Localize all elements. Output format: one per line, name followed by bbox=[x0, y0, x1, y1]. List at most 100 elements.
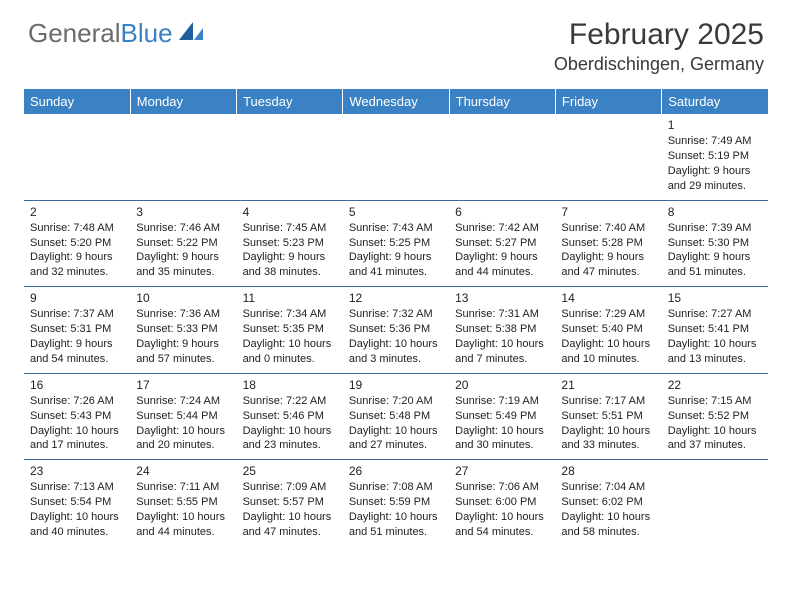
daylight-text: Daylight: 10 hours and 37 minutes. bbox=[668, 424, 762, 454]
weekday-header: Tuesday bbox=[237, 89, 343, 114]
daylight-text: Daylight: 10 hours and 27 minutes. bbox=[349, 424, 443, 454]
sunrise-text: Sunrise: 7:26 AM bbox=[30, 394, 124, 409]
sunset-text: Sunset: 5:31 PM bbox=[30, 322, 124, 337]
day-number: 3 bbox=[136, 204, 230, 220]
sunrise-text: Sunrise: 7:37 AM bbox=[30, 307, 124, 322]
sunrise-text: Sunrise: 7:17 AM bbox=[561, 394, 655, 409]
location-label: Oberdischingen, Germany bbox=[554, 54, 764, 75]
daylight-text: Daylight: 10 hours and 7 minutes. bbox=[455, 337, 549, 367]
daylight-text: Daylight: 9 hours and 41 minutes. bbox=[349, 250, 443, 280]
daylight-text: Daylight: 10 hours and 44 minutes. bbox=[136, 510, 230, 540]
calendar-cell: 21Sunrise: 7:17 AMSunset: 5:51 PMDayligh… bbox=[555, 373, 661, 460]
calendar-cell: 2Sunrise: 7:48 AMSunset: 5:20 PMDaylight… bbox=[24, 200, 130, 287]
calendar-cell: 23Sunrise: 7:13 AMSunset: 5:54 PMDayligh… bbox=[24, 460, 130, 546]
sunset-text: Sunset: 5:20 PM bbox=[30, 236, 124, 251]
calendar-cell: 14Sunrise: 7:29 AMSunset: 5:40 PMDayligh… bbox=[555, 287, 661, 374]
daylight-text: Daylight: 10 hours and 23 minutes. bbox=[243, 424, 337, 454]
calendar-cell: 10Sunrise: 7:36 AMSunset: 5:33 PMDayligh… bbox=[130, 287, 236, 374]
sunset-text: Sunset: 5:54 PM bbox=[30, 495, 124, 510]
sunset-text: Sunset: 5:57 PM bbox=[243, 495, 337, 510]
sunset-text: Sunset: 5:28 PM bbox=[561, 236, 655, 251]
day-number: 16 bbox=[30, 377, 124, 393]
day-number: 15 bbox=[668, 290, 762, 306]
calendar-table: Sunday Monday Tuesday Wednesday Thursday… bbox=[24, 89, 768, 546]
daylight-text: Daylight: 10 hours and 17 minutes. bbox=[30, 424, 124, 454]
calendar-cell: 27Sunrise: 7:06 AMSunset: 6:00 PMDayligh… bbox=[449, 460, 555, 546]
sunset-text: Sunset: 5:36 PM bbox=[349, 322, 443, 337]
calendar-cell bbox=[449, 114, 555, 200]
sunset-text: Sunset: 5:30 PM bbox=[668, 236, 762, 251]
day-number: 22 bbox=[668, 377, 762, 393]
calendar-cell bbox=[343, 114, 449, 200]
daylight-text: Daylight: 10 hours and 58 minutes. bbox=[561, 510, 655, 540]
sunrise-text: Sunrise: 7:43 AM bbox=[349, 221, 443, 236]
page-title: February 2025 bbox=[554, 18, 764, 52]
day-number: 8 bbox=[668, 204, 762, 220]
weekday-header: Wednesday bbox=[343, 89, 449, 114]
calendar-cell: 20Sunrise: 7:19 AMSunset: 5:49 PMDayligh… bbox=[449, 373, 555, 460]
daylight-text: Daylight: 9 hours and 57 minutes. bbox=[136, 337, 230, 367]
sunset-text: Sunset: 5:25 PM bbox=[349, 236, 443, 251]
sunrise-text: Sunrise: 7:34 AM bbox=[243, 307, 337, 322]
sunset-text: Sunset: 6:00 PM bbox=[455, 495, 549, 510]
calendar-cell: 12Sunrise: 7:32 AMSunset: 5:36 PMDayligh… bbox=[343, 287, 449, 374]
logo-word-1: General bbox=[28, 18, 121, 49]
sunset-text: Sunset: 5:46 PM bbox=[243, 409, 337, 424]
day-number: 14 bbox=[561, 290, 655, 306]
sunset-text: Sunset: 5:38 PM bbox=[455, 322, 549, 337]
logo: GeneralBlue bbox=[28, 18, 205, 49]
title-block: February 2025 Oberdischingen, Germany bbox=[554, 18, 764, 75]
daylight-text: Daylight: 9 hours and 44 minutes. bbox=[455, 250, 549, 280]
sunrise-text: Sunrise: 7:20 AM bbox=[349, 394, 443, 409]
day-number: 26 bbox=[349, 463, 443, 479]
weekday-header: Sunday bbox=[24, 89, 130, 114]
day-number: 7 bbox=[561, 204, 655, 220]
calendar-cell: 28Sunrise: 7:04 AMSunset: 6:02 PMDayligh… bbox=[555, 460, 661, 546]
sunrise-text: Sunrise: 7:06 AM bbox=[455, 480, 549, 495]
calendar-cell: 16Sunrise: 7:26 AMSunset: 5:43 PMDayligh… bbox=[24, 373, 130, 460]
calendar-row: 1Sunrise: 7:49 AMSunset: 5:19 PMDaylight… bbox=[24, 114, 768, 200]
daylight-text: Daylight: 9 hours and 35 minutes. bbox=[136, 250, 230, 280]
sunrise-text: Sunrise: 7:49 AM bbox=[668, 134, 762, 149]
daylight-text: Daylight: 10 hours and 30 minutes. bbox=[455, 424, 549, 454]
calendar-cell bbox=[662, 460, 768, 546]
sunrise-text: Sunrise: 7:19 AM bbox=[455, 394, 549, 409]
calendar-cell: 9Sunrise: 7:37 AMSunset: 5:31 PMDaylight… bbox=[24, 287, 130, 374]
sunset-text: Sunset: 5:19 PM bbox=[668, 149, 762, 164]
calendar-row: 16Sunrise: 7:26 AMSunset: 5:43 PMDayligh… bbox=[24, 373, 768, 460]
daylight-text: Daylight: 10 hours and 13 minutes. bbox=[668, 337, 762, 367]
sunset-text: Sunset: 5:43 PM bbox=[30, 409, 124, 424]
sunset-text: Sunset: 5:59 PM bbox=[349, 495, 443, 510]
sunset-text: Sunset: 5:49 PM bbox=[455, 409, 549, 424]
day-number: 20 bbox=[455, 377, 549, 393]
day-number: 28 bbox=[561, 463, 655, 479]
sunrise-text: Sunrise: 7:42 AM bbox=[455, 221, 549, 236]
day-number: 27 bbox=[455, 463, 549, 479]
daylight-text: Daylight: 10 hours and 47 minutes. bbox=[243, 510, 337, 540]
day-number: 2 bbox=[30, 204, 124, 220]
calendar-cell: 24Sunrise: 7:11 AMSunset: 5:55 PMDayligh… bbox=[130, 460, 236, 546]
day-number: 17 bbox=[136, 377, 230, 393]
calendar-cell: 4Sunrise: 7:45 AMSunset: 5:23 PMDaylight… bbox=[237, 200, 343, 287]
sunset-text: Sunset: 5:41 PM bbox=[668, 322, 762, 337]
weekday-header: Monday bbox=[130, 89, 236, 114]
calendar-cell: 15Sunrise: 7:27 AMSunset: 5:41 PMDayligh… bbox=[662, 287, 768, 374]
sunrise-text: Sunrise: 7:40 AM bbox=[561, 221, 655, 236]
sunset-text: Sunset: 5:23 PM bbox=[243, 236, 337, 251]
sunrise-text: Sunrise: 7:46 AM bbox=[136, 221, 230, 236]
sunrise-text: Sunrise: 7:39 AM bbox=[668, 221, 762, 236]
sunset-text: Sunset: 5:52 PM bbox=[668, 409, 762, 424]
day-number: 10 bbox=[136, 290, 230, 306]
sunset-text: Sunset: 5:35 PM bbox=[243, 322, 337, 337]
weekday-header: Saturday bbox=[662, 89, 768, 114]
sunrise-text: Sunrise: 7:29 AM bbox=[561, 307, 655, 322]
calendar-cell: 22Sunrise: 7:15 AMSunset: 5:52 PMDayligh… bbox=[662, 373, 768, 460]
calendar-cell: 13Sunrise: 7:31 AMSunset: 5:38 PMDayligh… bbox=[449, 287, 555, 374]
sunrise-text: Sunrise: 7:13 AM bbox=[30, 480, 124, 495]
daylight-text: Daylight: 10 hours and 3 minutes. bbox=[349, 337, 443, 367]
daylight-text: Daylight: 9 hours and 54 minutes. bbox=[30, 337, 124, 367]
calendar-cell bbox=[237, 114, 343, 200]
daylight-text: Daylight: 10 hours and 51 minutes. bbox=[349, 510, 443, 540]
day-number: 12 bbox=[349, 290, 443, 306]
calendar-cell: 25Sunrise: 7:09 AMSunset: 5:57 PMDayligh… bbox=[237, 460, 343, 546]
